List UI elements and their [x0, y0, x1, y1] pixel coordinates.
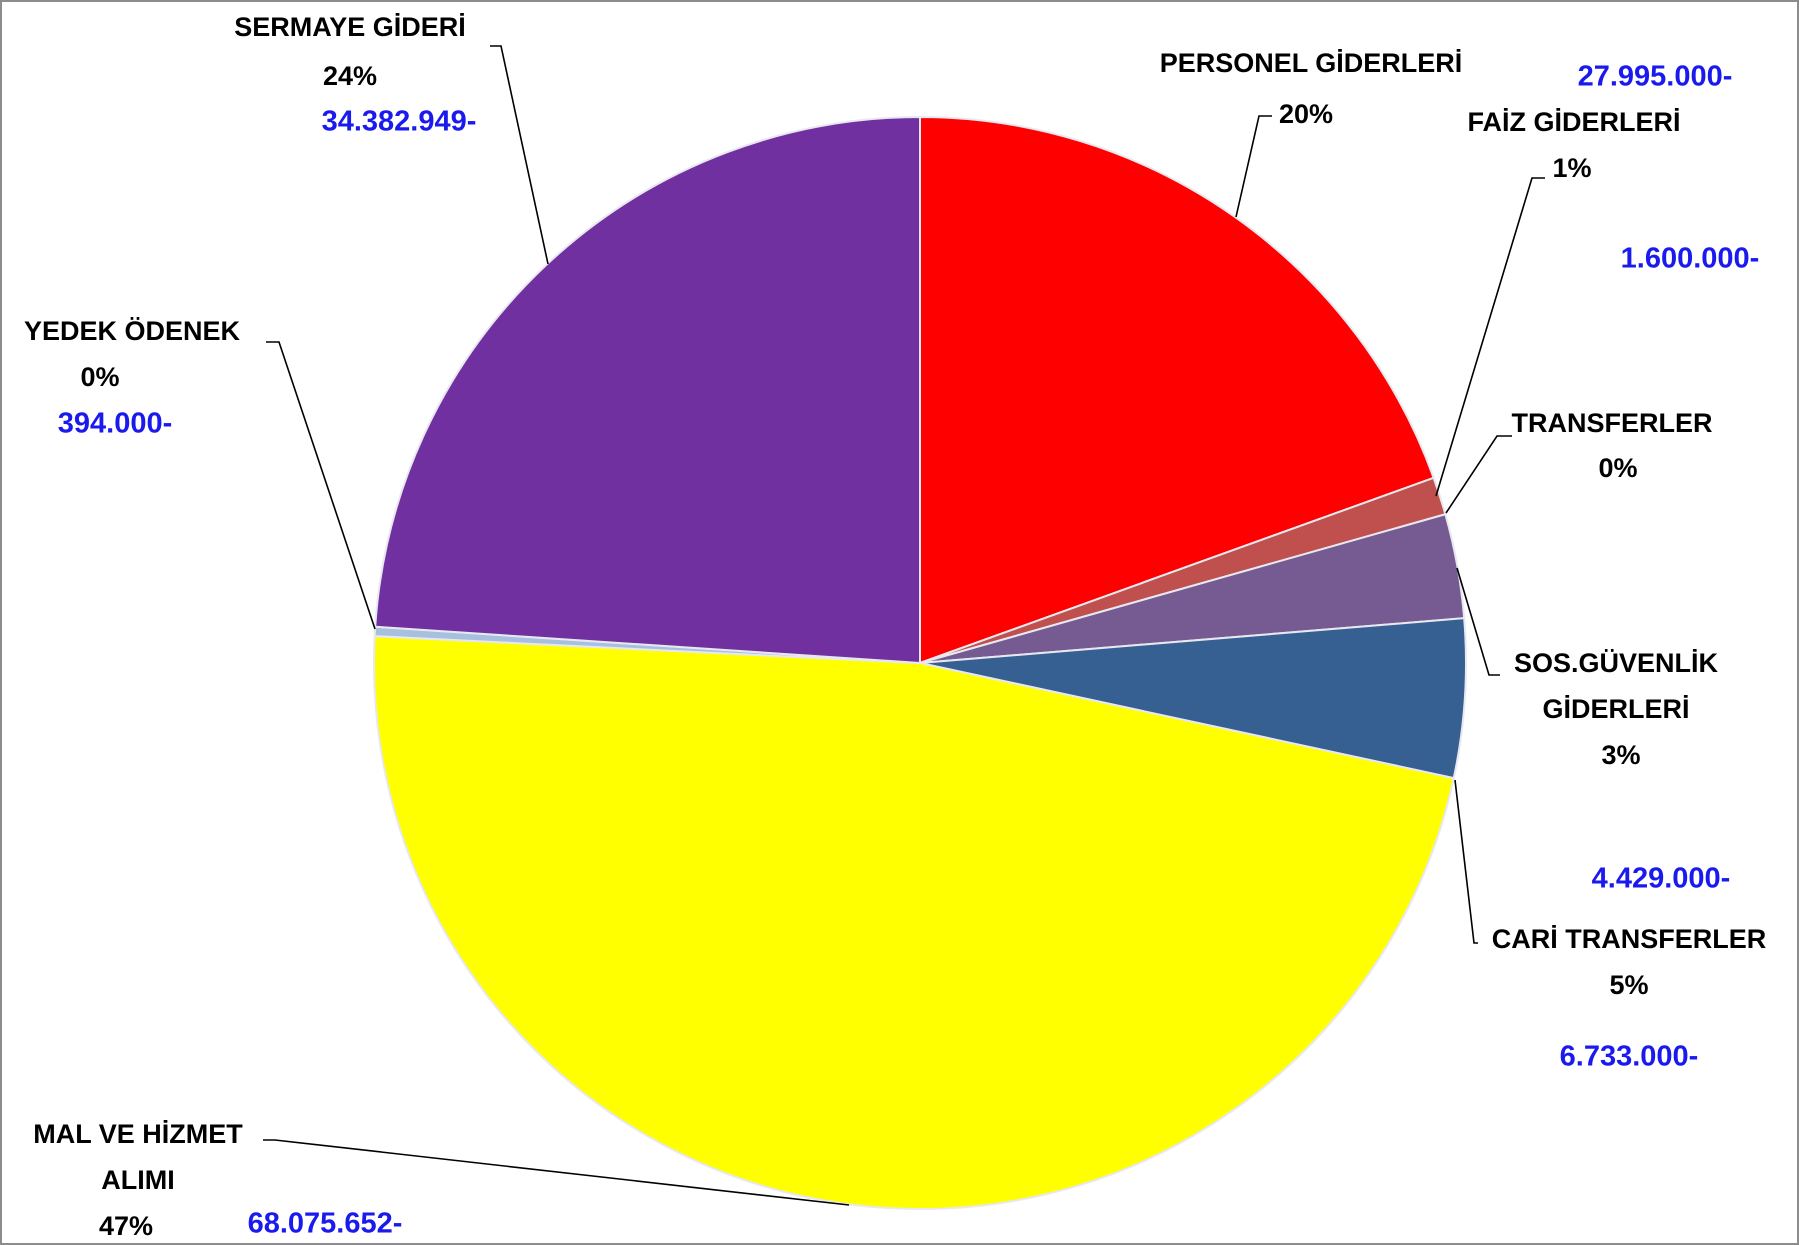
amount-label: 1.600.000-	[1621, 243, 1760, 275]
leader-line	[1435, 177, 1545, 497]
slice-label: YEDEK ÖDENEK	[24, 316, 241, 346]
leader-line	[1235, 115, 1272, 218]
leader-line	[1456, 567, 1500, 676]
slice-label: SERMAYE GİDERİ	[234, 12, 466, 42]
pie-slice	[919, 617, 1467, 780]
leader-line	[1445, 435, 1512, 514]
amount-label: 34.382.949-	[322, 106, 477, 138]
percent-label: 3%	[1601, 740, 1640, 770]
leader-line	[266, 341, 376, 630]
percent-label: 47%	[99, 1211, 153, 1241]
amount-label: 394.000-	[58, 408, 173, 440]
amount-label: 6.733.000-	[1560, 1041, 1699, 1073]
slice-label: FAİZ GİDERLERİ	[1467, 107, 1680, 137]
leader-line	[490, 45, 549, 265]
percent-label: 0%	[80, 362, 119, 392]
slice-label: TRANSFERLER	[1512, 408, 1713, 438]
percent-label: 20%	[1279, 99, 1333, 129]
percent-label: 0%	[1598, 453, 1637, 483]
pie-slice	[374, 115, 921, 665]
slice-label: MAL VE HİZMET ALIMI	[33, 1119, 243, 1195]
slice-label: SOS.GÜVENLİK GİDERLERİ	[1514, 648, 1719, 724]
slice-label: PERSONEL GİDERLERİ	[1160, 48, 1463, 78]
pie-slice	[919, 115, 1435, 665]
leader-line	[263, 1139, 850, 1206]
leader-line	[1454, 779, 1478, 944]
percent-label: 1%	[1552, 153, 1591, 183]
amount-label: 27.995.000-	[1578, 61, 1733, 93]
amount-label: 4.429.000-	[1592, 863, 1731, 895]
amount-label: 68.075.652-	[248, 1208, 403, 1240]
percent-label: 5%	[1609, 970, 1648, 1000]
slice-label: CARİ TRANSFERLER	[1492, 924, 1767, 954]
percent-label: 24%	[323, 61, 377, 91]
